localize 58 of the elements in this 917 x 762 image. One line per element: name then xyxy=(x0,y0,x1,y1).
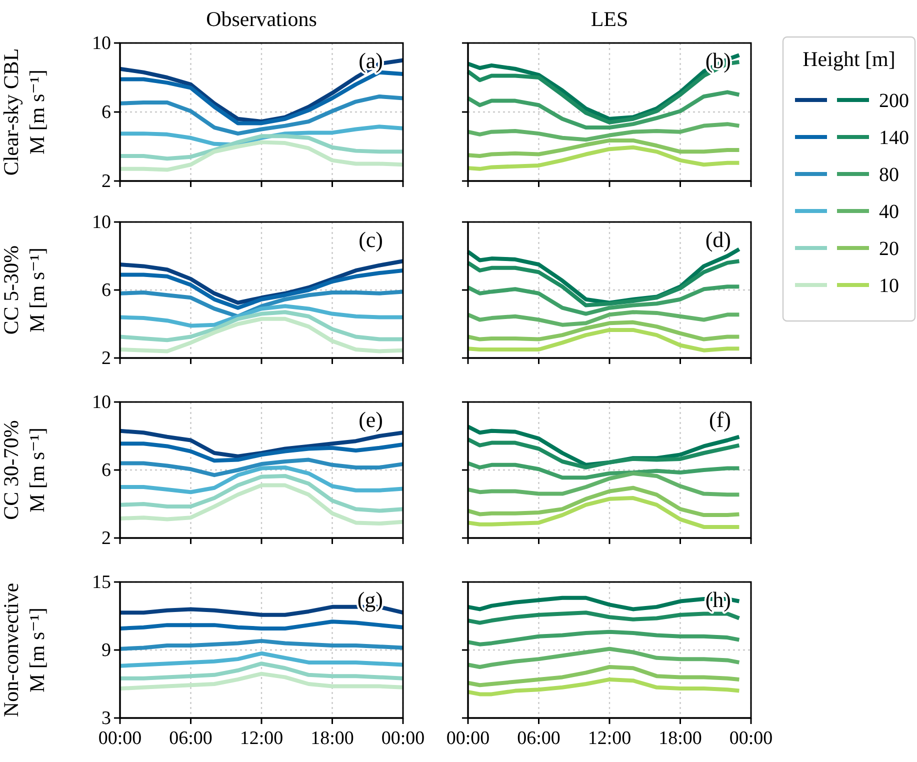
x-tick-label: 00:00 xyxy=(98,728,142,750)
legend-label: 140 xyxy=(879,127,909,149)
x-tick-label: 00:00 xyxy=(446,728,490,750)
y-tick-label: 2 xyxy=(102,528,111,550)
legend-label: 20 xyxy=(879,238,899,260)
line-series xyxy=(118,134,405,161)
line-series xyxy=(118,268,405,310)
legend-title: Height [m] xyxy=(802,47,896,71)
x-tick-label: 06:00 xyxy=(169,728,212,750)
line-series xyxy=(118,465,405,494)
annotation: (a) xyxy=(358,48,383,73)
y-tick-label: 15 xyxy=(92,572,111,594)
y-axis-title: Non-convective M [m s⁻¹] xyxy=(0,582,49,718)
x-tick-label: 00:00 xyxy=(381,728,425,750)
x-tick-label: 12:00 xyxy=(240,728,284,750)
line-series xyxy=(118,458,405,478)
x-tick-label: 06:00 xyxy=(517,728,560,750)
y-tick-label: 6 xyxy=(102,280,111,302)
legend-label: 40 xyxy=(879,201,899,223)
line-series xyxy=(118,620,405,630)
annotation: (d) xyxy=(705,227,731,252)
y-axis-title: CC 5-30% M [m s⁻¹] xyxy=(0,245,49,335)
x-tick-label: 00:00 xyxy=(729,728,773,750)
y-tick-label: 10 xyxy=(92,212,111,234)
line-series xyxy=(118,316,405,354)
line-series xyxy=(118,651,405,668)
line-series xyxy=(118,474,405,513)
chart-title: Observations xyxy=(206,7,317,31)
y-tick-label: 10 xyxy=(92,33,111,54)
annotation: (f) xyxy=(709,407,731,432)
annotation: (e) xyxy=(358,407,383,432)
annotation: (c) xyxy=(358,227,383,252)
line-series xyxy=(118,483,405,526)
line-series xyxy=(118,140,405,172)
y-tick-label: 2 xyxy=(102,348,111,370)
y-tick-label: 3 xyxy=(102,708,111,730)
y-tick-label: 6 xyxy=(102,460,111,482)
y-tick-label: 10 xyxy=(92,392,111,414)
line-series xyxy=(118,672,405,691)
y-tick-label: 9 xyxy=(102,640,111,662)
line-series xyxy=(118,442,405,463)
x-tick-label: 12:00 xyxy=(588,728,632,750)
y-axis-title: CC 30-70% M [m s⁻¹] xyxy=(0,420,49,520)
line-series xyxy=(118,638,405,651)
legend-label: 200 xyxy=(879,90,909,112)
line-series xyxy=(118,94,405,136)
chart-title: LES xyxy=(590,7,628,31)
line-series xyxy=(118,310,405,342)
legend-label: 10 xyxy=(879,275,899,297)
y-axis-title: Clear-sky CBL M [m s⁻¹] xyxy=(0,48,49,176)
line-series xyxy=(118,662,405,680)
line-series xyxy=(118,290,405,318)
y-tick-label: 6 xyxy=(102,102,111,124)
line-series xyxy=(118,304,405,328)
y-tick-label: 2 xyxy=(102,171,111,192)
x-tick-label: 18:00 xyxy=(310,728,354,750)
x-tick-label: 18:00 xyxy=(658,728,702,750)
legend-label: 80 xyxy=(879,164,899,186)
